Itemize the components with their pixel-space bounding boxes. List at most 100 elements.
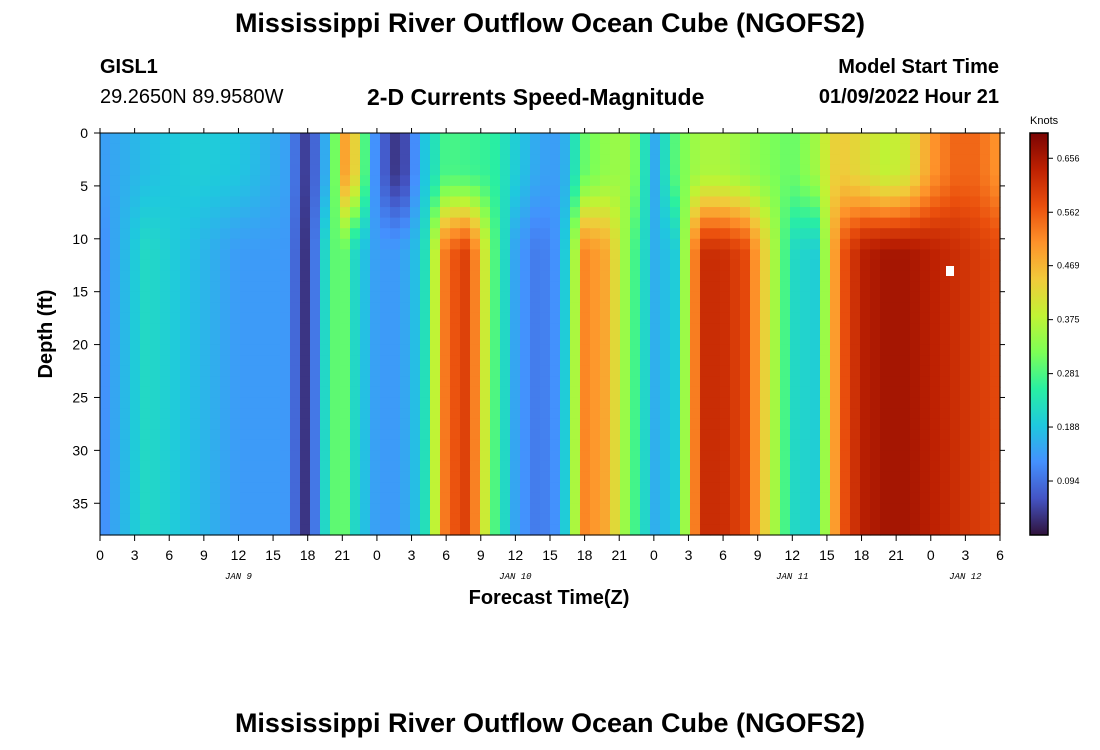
heatmap-cell bbox=[390, 302, 401, 314]
heatmap-cell bbox=[530, 376, 541, 388]
heatmap-cell bbox=[950, 513, 961, 526]
heatmap-cell bbox=[750, 513, 761, 526]
heatmap-cell bbox=[560, 291, 571, 303]
heatmap-cell bbox=[490, 365, 501, 377]
heatmap-cell bbox=[110, 355, 121, 367]
heatmap-cell bbox=[180, 376, 191, 388]
heatmap-cell bbox=[970, 418, 981, 430]
heatmap-cell bbox=[460, 397, 471, 409]
heatmap-cell bbox=[870, 164, 881, 176]
heatmap-cell bbox=[780, 503, 791, 515]
heatmap-cell bbox=[780, 386, 791, 399]
heatmap-cell bbox=[540, 249, 551, 261]
heatmap-cell bbox=[860, 334, 871, 346]
heatmap-cell bbox=[480, 175, 491, 187]
heatmap-cell bbox=[780, 249, 791, 261]
heatmap-cell bbox=[720, 450, 731, 462]
heatmap-cell bbox=[390, 386, 401, 399]
heatmap-cell bbox=[900, 281, 911, 293]
heatmap-cell bbox=[700, 460, 711, 473]
heatmap-cell bbox=[290, 259, 301, 272]
heatmap-cell bbox=[800, 185, 811, 198]
heatmap-cell bbox=[380, 281, 391, 293]
heatmap-cell bbox=[810, 376, 821, 388]
heatmap-cell bbox=[720, 291, 731, 303]
heatmap-cell bbox=[500, 238, 511, 250]
heatmap-cell bbox=[980, 376, 991, 388]
heatmap-cell bbox=[780, 471, 791, 483]
heatmap-cell bbox=[240, 207, 251, 219]
heatmap-cell bbox=[600, 408, 611, 420]
heatmap-cell bbox=[310, 175, 321, 187]
heatmap-cell bbox=[930, 323, 941, 335]
heatmap-cell bbox=[530, 185, 541, 198]
heatmap-cell bbox=[970, 450, 981, 462]
heatmap-cell bbox=[970, 143, 981, 155]
heatmap-cell bbox=[290, 365, 301, 377]
heatmap-cell bbox=[970, 196, 981, 208]
heatmap-cell bbox=[930, 460, 941, 473]
heatmap-cell bbox=[230, 460, 241, 473]
heatmap-cell bbox=[130, 376, 141, 388]
heatmap-cell bbox=[150, 164, 161, 176]
heatmap-cell bbox=[230, 302, 241, 314]
heatmap-cell bbox=[700, 259, 711, 272]
heatmap-cell bbox=[870, 513, 881, 526]
heatmap-cell bbox=[840, 386, 851, 399]
heatmap-cell bbox=[870, 249, 881, 261]
heatmap-cell bbox=[390, 408, 401, 420]
heatmap-cell bbox=[190, 418, 201, 430]
heatmap-cell bbox=[900, 386, 911, 399]
heatmap-cell bbox=[210, 228, 221, 240]
heatmap-cell bbox=[680, 143, 691, 155]
heatmap-cell bbox=[950, 429, 961, 441]
heatmap-cell bbox=[230, 217, 241, 229]
heatmap-cell bbox=[160, 323, 171, 335]
heatmap-cell bbox=[580, 281, 591, 293]
heatmap-cell bbox=[150, 302, 161, 314]
heatmap-cell bbox=[590, 217, 601, 229]
heatmap-cell bbox=[320, 291, 331, 303]
heatmap-cell bbox=[780, 323, 791, 335]
heatmap-cell bbox=[700, 228, 711, 240]
heatmap-cell bbox=[340, 408, 351, 420]
heatmap-cell bbox=[370, 154, 381, 166]
heatmap-cell bbox=[190, 503, 201, 515]
heatmap-cell bbox=[150, 228, 161, 240]
heatmap-cell bbox=[840, 312, 851, 325]
heatmap-cell bbox=[750, 228, 761, 240]
heatmap-cell bbox=[300, 312, 311, 325]
heatmap-cell bbox=[700, 492, 711, 504]
heatmap-cell bbox=[970, 492, 981, 504]
heatmap-cell bbox=[460, 418, 471, 430]
heatmap-cell bbox=[830, 175, 841, 187]
heatmap-cell bbox=[270, 386, 281, 399]
heatmap-cell bbox=[960, 259, 971, 272]
heatmap-cell bbox=[180, 471, 191, 483]
heatmap-cell bbox=[270, 259, 281, 272]
heatmap-cell bbox=[570, 397, 581, 409]
heatmap-cell bbox=[810, 365, 821, 377]
heatmap-cell bbox=[110, 450, 121, 462]
heatmap-cell bbox=[400, 386, 411, 399]
heatmap-cell bbox=[790, 185, 801, 198]
heatmap-cell bbox=[550, 344, 561, 356]
heatmap-cell bbox=[600, 196, 611, 208]
heatmap-cell bbox=[480, 408, 491, 420]
heatmap-cell bbox=[840, 450, 851, 462]
heatmap-cell bbox=[330, 429, 341, 441]
heatmap-cell bbox=[990, 397, 1001, 409]
heatmap-cell bbox=[660, 376, 671, 388]
heatmap-cell bbox=[600, 270, 611, 282]
heatmap-cell bbox=[150, 334, 161, 346]
heatmap-cell bbox=[540, 418, 551, 430]
x-tick-label: 3 bbox=[408, 547, 416, 563]
heatmap-cell bbox=[130, 238, 141, 250]
heatmap-cell bbox=[710, 196, 721, 208]
heatmap-cell bbox=[410, 207, 421, 219]
heatmap-cell bbox=[870, 334, 881, 346]
heatmap-cell bbox=[350, 460, 361, 473]
heatmap-cell bbox=[260, 492, 271, 504]
heatmap-cell bbox=[410, 450, 421, 462]
heatmap-cell bbox=[190, 196, 201, 208]
